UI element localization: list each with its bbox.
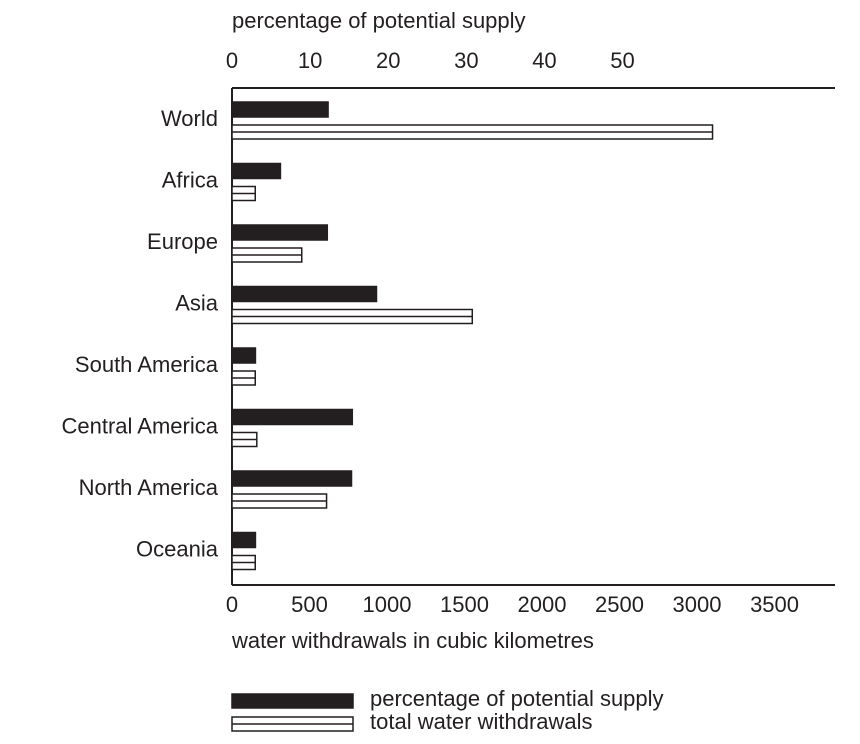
x-axis-title: water withdrawals in cubic kilometres <box>231 628 594 653</box>
bar <box>231 285 378 303</box>
y-tick-label: Central America <box>61 413 218 438</box>
x-tick-label: 3500 <box>750 592 799 617</box>
x2-tick-label: 10 <box>298 48 322 73</box>
x-tick-label: 1000 <box>363 592 412 617</box>
x2-tick-label: 40 <box>532 48 556 73</box>
x2-tick-label: 20 <box>376 48 400 73</box>
legend-swatch <box>231 693 354 709</box>
bar <box>231 531 257 549</box>
bar <box>231 470 353 487</box>
y-tick-label: Oceania <box>136 536 219 561</box>
bar <box>231 224 329 241</box>
x-tick-label: 2000 <box>518 592 567 617</box>
bar <box>231 408 354 426</box>
legend-label: total water withdrawals <box>370 709 593 734</box>
bar <box>231 347 257 364</box>
legend-label: percentage of potential supply <box>370 686 664 711</box>
y-tick-label: Asia <box>175 290 219 315</box>
x-tick-label: 1500 <box>440 592 489 617</box>
y-tick-label: Africa <box>162 167 219 192</box>
x2-tick-label: 0 <box>226 48 238 73</box>
y-tick-label: North America <box>79 475 219 500</box>
x2-axis-title: percentage of potential supply <box>232 8 526 33</box>
x-tick-label: 0 <box>226 592 238 617</box>
bar <box>231 101 329 118</box>
y-tick-label: South America <box>75 352 219 377</box>
y-tick-label: World <box>161 106 218 131</box>
x-tick-label: 2500 <box>595 592 644 617</box>
x-tick-label: 500 <box>291 592 328 617</box>
x2-tick-label: 30 <box>454 48 478 73</box>
bar <box>231 162 282 180</box>
x2-tick-label: 50 <box>610 48 634 73</box>
y-tick-label: Europe <box>147 229 218 254</box>
x-tick-label: 3000 <box>673 592 722 617</box>
